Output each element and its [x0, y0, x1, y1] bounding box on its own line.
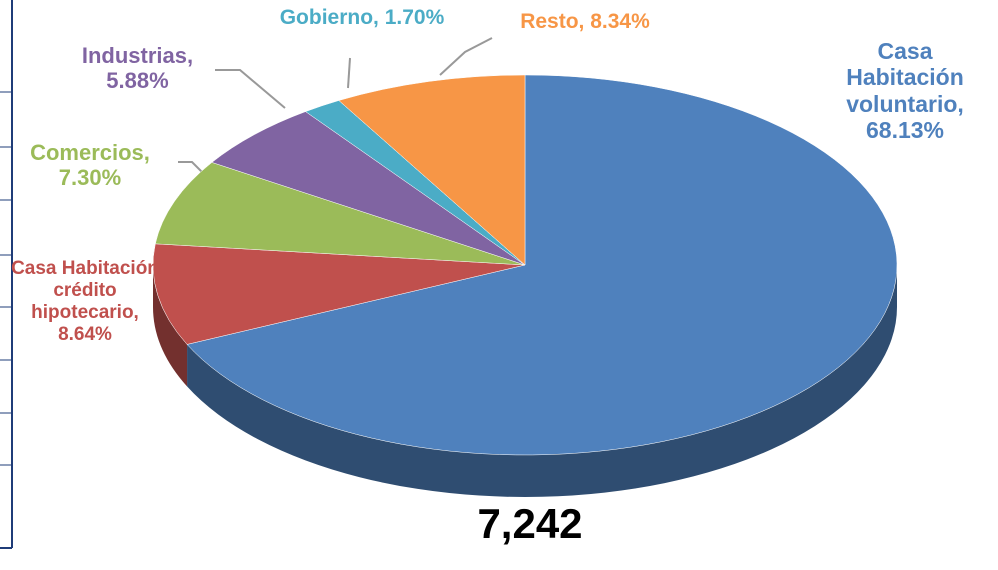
slice [338, 74, 526, 266]
category-name: Resto, [520, 10, 585, 33]
slice-label: Comercios, 7.30% [15, 140, 165, 191]
category-name: Industrias, [81, 43, 194, 68]
value-label: 68.13% [865, 117, 944, 144]
slice [211, 111, 526, 266]
slice-label: Casa Habitación voluntario, 68.13% [830, 38, 980, 144]
value-label: 1.70% [384, 6, 445, 29]
value-label: 7.30% [58, 165, 122, 191]
value-label: 8.64% [58, 323, 112, 345]
value-label: 8.34% [590, 10, 650, 33]
slice-label: Industrias, 5.88% [55, 43, 220, 94]
category-name: Comercios, [30, 140, 150, 165]
slice-side [153, 265, 188, 387]
slice [152, 243, 526, 345]
slice-side [187, 265, 898, 497]
slice-label: Gobierno, 1.70% [242, 6, 482, 30]
category-name: Casa Habitación crédito hipotecario, [11, 258, 159, 323]
slice-label: Casa Habitación crédito hipotecario, 8.6… [5, 258, 165, 345]
leader-lines [178, 37, 493, 176]
slice-label: Resto, 8.34% [495, 10, 675, 34]
value-label: 5.88% [106, 68, 169, 94]
category-name: Gobierno, [279, 6, 379, 29]
slice [155, 162, 526, 266]
left-table-edge [0, 0, 13, 549]
slice [186, 74, 898, 456]
total-label: 7,242 [477, 500, 583, 547]
category-name: Casa Habitación voluntario, [846, 38, 964, 117]
